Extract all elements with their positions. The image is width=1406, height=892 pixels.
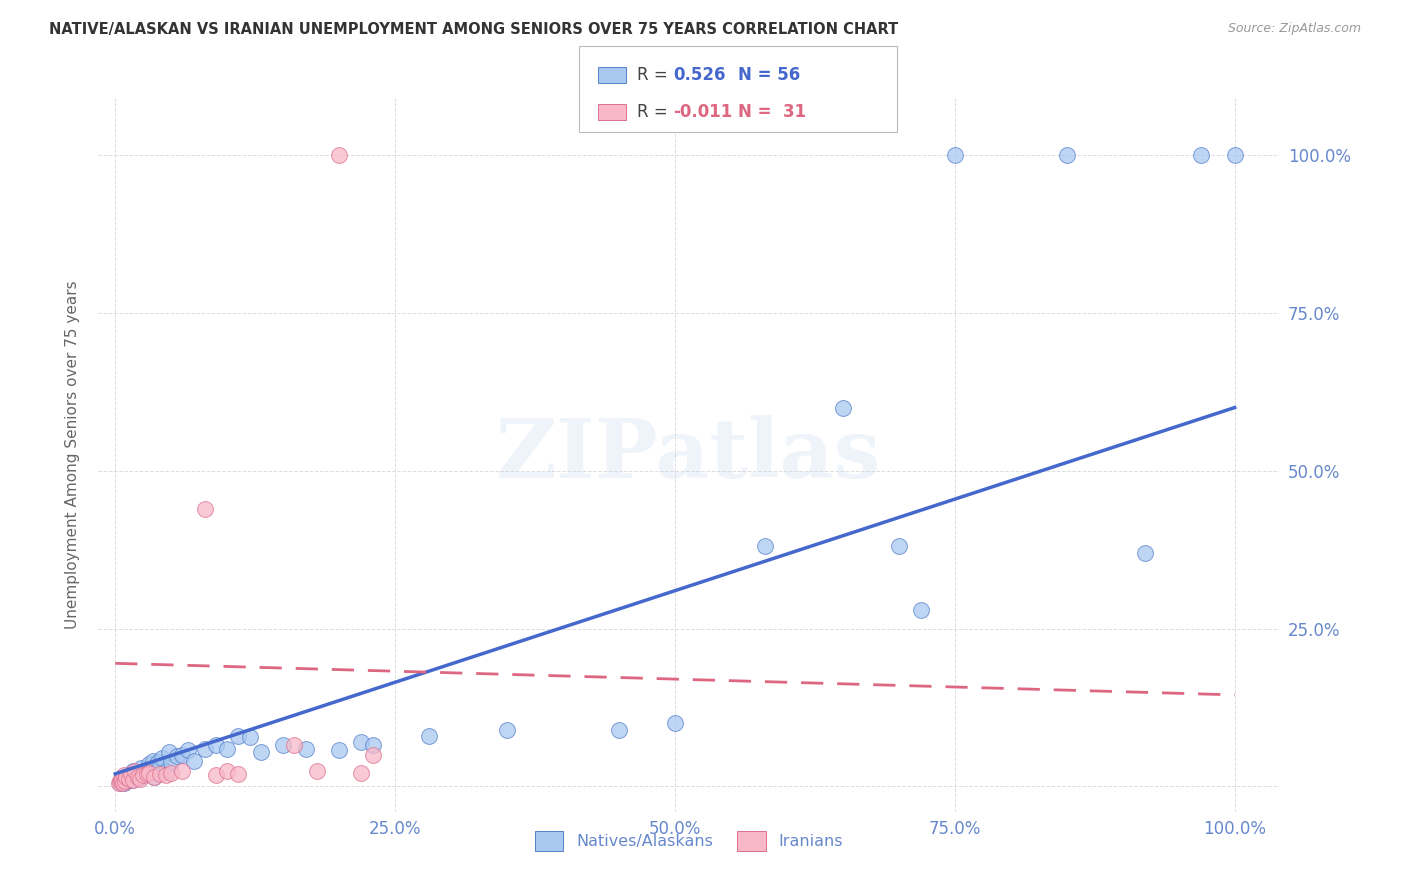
Point (177, 743, 200, 757)
Point (139, 762, 162, 776)
Point (160, 756, 183, 770)
Point (128, 772, 150, 786)
Point (1189, 148, 1212, 162)
Point (138, 765, 160, 780)
Point (205, 768, 228, 782)
Text: NATIVE/ALASKAN VS IRANIAN UNEMPLOYMENT AMONG SENIORS OVER 75 YEARS CORRELATION C: NATIVE/ALASKAN VS IRANIAN UNEMPLOYMENT A… (49, 22, 898, 37)
Text: 0.526: 0.526 (673, 66, 725, 84)
Point (194, 501, 217, 516)
Point (115, 773, 138, 788)
Point (112, 772, 135, 786)
Point (132, 768, 155, 782)
Point (194, 741, 217, 756)
Point (112, 768, 135, 782)
Point (294, 741, 316, 756)
Point (122, 773, 145, 788)
Point (664, 716, 686, 731)
Point (217, 741, 239, 756)
Point (418, 729, 440, 743)
Point (143, 770, 166, 784)
Point (1223, 148, 1246, 162)
Point (129, 760, 152, 774)
Point (115, 770, 138, 784)
Text: -0.011: -0.011 (673, 103, 733, 120)
Legend: Natives/Alaskans, Iranians: Natives/Alaskans, Iranians (529, 825, 849, 857)
Point (249, 745, 271, 759)
Point (120, 767, 142, 781)
Point (496, 723, 519, 737)
Point (228, 729, 250, 743)
Point (127, 765, 149, 780)
Point (107, 776, 129, 790)
Point (160, 765, 183, 780)
Point (135, 767, 157, 781)
Point (128, 770, 150, 784)
Point (111, 774, 134, 789)
Text: ZIPatlas: ZIPatlas (496, 415, 882, 495)
Point (183, 754, 205, 768)
Point (142, 754, 165, 768)
Text: R =: R = (637, 66, 673, 84)
Point (117, 771, 139, 785)
Point (205, 739, 228, 753)
Point (910, 602, 932, 616)
Point (149, 767, 172, 781)
Point (108, 776, 131, 790)
Point (350, 765, 373, 780)
Point (138, 757, 160, 772)
Point (361, 739, 384, 753)
Point (143, 770, 166, 784)
Text: N = 56: N = 56 (738, 66, 800, 84)
Point (114, 774, 136, 789)
Point (150, 751, 173, 765)
Point (120, 767, 142, 781)
Point (361, 747, 384, 762)
Text: Source: ZipAtlas.com: Source: ZipAtlas.com (1227, 22, 1361, 36)
Point (887, 540, 910, 554)
Point (155, 764, 177, 778)
Point (111, 772, 134, 786)
Point (121, 773, 143, 788)
Point (305, 764, 328, 778)
Point (127, 770, 149, 784)
Point (172, 747, 194, 762)
Point (328, 743, 350, 757)
Point (328, 148, 350, 162)
Point (1056, 148, 1078, 162)
Point (146, 756, 169, 770)
Point (124, 768, 146, 782)
Text: R =: R = (637, 103, 673, 120)
Point (283, 739, 305, 753)
Point (108, 774, 131, 789)
Point (112, 775, 135, 789)
Point (238, 730, 260, 744)
Point (110, 773, 132, 788)
Point (112, 775, 135, 789)
Point (1133, 546, 1156, 560)
Point (228, 767, 250, 781)
Point (155, 768, 177, 782)
Point (114, 770, 136, 784)
Point (117, 768, 139, 782)
Point (132, 767, 155, 781)
Point (271, 739, 294, 753)
Point (350, 735, 373, 749)
Point (110, 773, 132, 788)
Point (607, 723, 630, 737)
Point (943, 148, 966, 162)
Point (149, 759, 172, 773)
Point (117, 772, 139, 786)
Text: N =  31: N = 31 (738, 103, 806, 120)
Point (217, 764, 239, 778)
Point (124, 764, 146, 778)
Point (166, 749, 188, 764)
Point (134, 764, 156, 778)
Point (754, 540, 776, 554)
Point (831, 401, 853, 415)
Point (172, 764, 194, 778)
Y-axis label: Unemployment Among Seniors over 75 years: Unemployment Among Seniors over 75 years (65, 281, 80, 629)
Point (122, 764, 145, 778)
Point (157, 745, 180, 759)
